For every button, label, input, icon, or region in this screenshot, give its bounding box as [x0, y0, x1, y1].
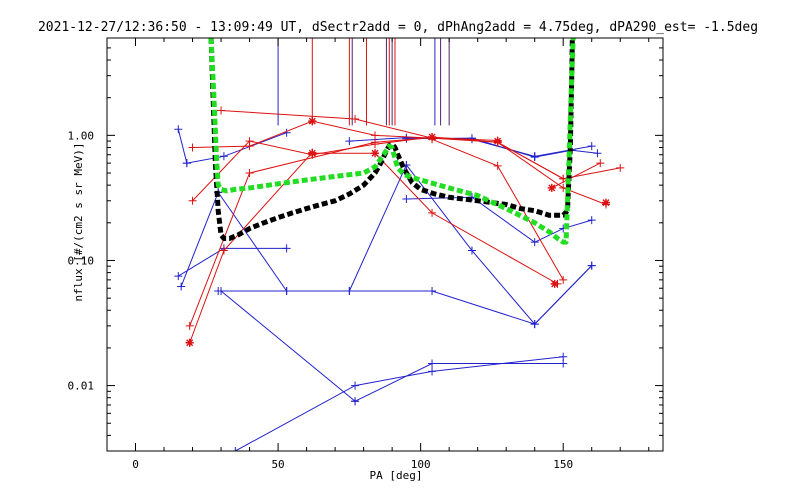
- red-data-point: [616, 163, 625, 172]
- blue-series-line: [405, 164, 593, 325]
- axes: 0 50 100 150 0.01 0.10 1.00: [68, 37, 663, 471]
- x-tick-label: 0: [132, 458, 139, 471]
- x-tick-label: 50: [271, 458, 284, 471]
- blue-data-point: [231, 447, 240, 451]
- red-series-line: [192, 136, 498, 202]
- red-data-point: [428, 208, 437, 217]
- x-tick-label: 150: [553, 458, 573, 471]
- plot-frame: [106, 37, 664, 452]
- blue-data-point: [174, 125, 183, 134]
- blue-series-line: [220, 290, 356, 402]
- red-star-point: [550, 279, 559, 288]
- y-axis-label: nflux [#/(cm2 s sr MeV)]: [72, 143, 85, 302]
- blue-data-point: [177, 282, 186, 291]
- x-axis-label: PA [deg]: [370, 469, 423, 482]
- plot-area: [174, 38, 625, 451]
- blue-data-point: [587, 261, 596, 270]
- blue-data-point: [345, 287, 354, 296]
- red-data-point: [245, 169, 254, 178]
- blue-data-point: [559, 359, 568, 368]
- blue-data-point: [174, 272, 183, 281]
- blue-series-line: [217, 192, 288, 292]
- blue-data-point: [593, 149, 602, 158]
- red-star-point: [371, 149, 380, 158]
- red-data-point: [185, 321, 194, 330]
- blue-data-point: [587, 216, 596, 225]
- y-tick-label: 0.10: [68, 254, 95, 267]
- green-model-curve: [208, 38, 576, 245]
- blue-data-point: [282, 287, 291, 296]
- red-data-point: [371, 131, 380, 140]
- blue-data-point: [345, 137, 354, 146]
- red-series-line: [551, 162, 601, 189]
- blue-data-point: [467, 246, 476, 255]
- black-model-curve: [208, 38, 575, 241]
- blue-data-point: [351, 381, 360, 390]
- x-tick-label: 100: [411, 458, 431, 471]
- blue-series-line: [534, 145, 592, 157]
- red-data-point: [371, 140, 380, 149]
- red-series-line: [431, 138, 564, 281]
- red-data-point: [351, 115, 360, 124]
- blue-data-point: [402, 194, 411, 203]
- red-star-point: [428, 133, 437, 142]
- red-data-point: [559, 275, 568, 284]
- blue-data-point: [530, 238, 539, 247]
- red-data-point: [188, 143, 197, 152]
- blue-data-point: [182, 159, 191, 168]
- red-star-point: [308, 117, 317, 126]
- red-star-point: [547, 183, 556, 192]
- red-series-line: [312, 152, 558, 285]
- red-star-point: [493, 137, 502, 146]
- blue-data-point: [587, 142, 596, 151]
- blue-data-point: [217, 287, 226, 296]
- blue-data-point: [219, 152, 228, 161]
- blue-data-point: [428, 287, 437, 296]
- blue-data-point: [530, 320, 539, 329]
- blue-data-point: [530, 152, 539, 161]
- red-star-point: [185, 338, 194, 347]
- blue-series-line: [180, 192, 219, 287]
- red-star-point: [308, 149, 317, 158]
- red-series-line: [497, 141, 621, 180]
- red-data-point: [596, 159, 605, 168]
- red-data-point: [188, 196, 197, 205]
- red-data-point: [219, 246, 228, 255]
- blue-data-point: [282, 244, 291, 253]
- chart-title: 2021-12-27/12:36:50 - 13:09:49 UT, dSect…: [38, 20, 758, 35]
- blue-series-line: [235, 356, 564, 451]
- red-data-point: [245, 142, 254, 151]
- red-data-point: [493, 161, 502, 170]
- y-tick-label: 0.01: [68, 380, 95, 393]
- blue-data-point: [428, 367, 437, 376]
- blue-data-point: [351, 397, 360, 406]
- blue-data-point: [428, 359, 437, 368]
- red-star-point: [601, 198, 610, 207]
- blue-series-line: [348, 164, 407, 292]
- y-tick-label: 1.00: [68, 129, 95, 142]
- red-data-point: [217, 106, 226, 115]
- blue-series-line: [354, 363, 564, 402]
- blue-series-line: [218, 265, 593, 325]
- blue-data-point: [559, 352, 568, 361]
- blue-series-line: [177, 129, 188, 164]
